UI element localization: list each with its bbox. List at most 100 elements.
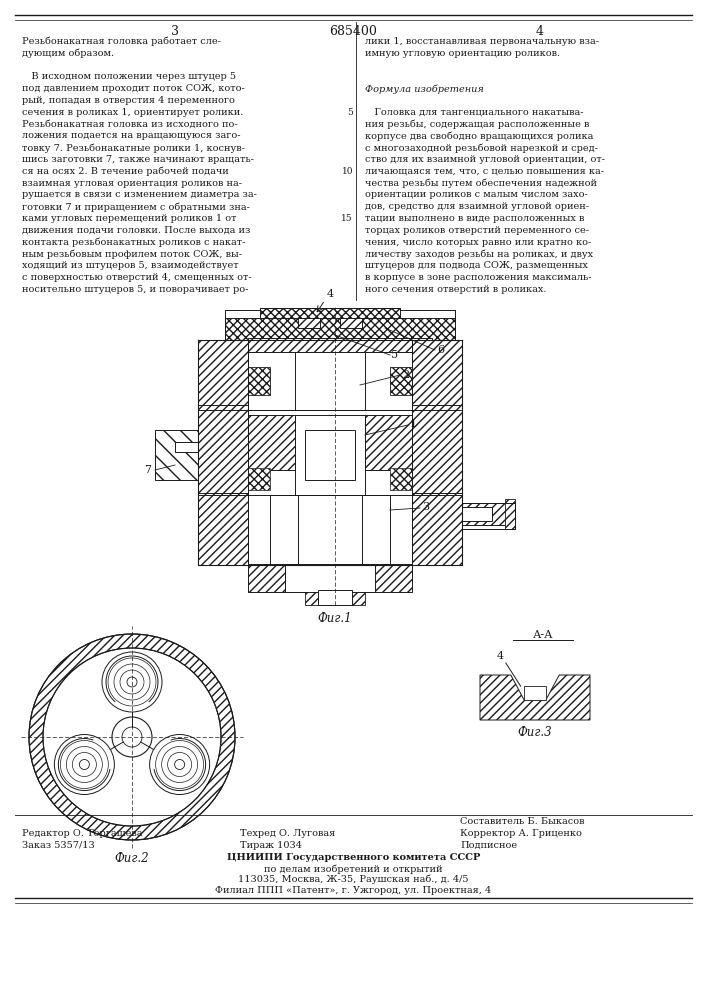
- Text: В исходном положении через штуцер 5: В исходном положении через штуцер 5: [22, 72, 236, 81]
- Text: в корпусе в зоне расположения максималь-: в корпусе в зоне расположения максималь-: [365, 273, 592, 282]
- Bar: [305, 430, 355, 480]
- Circle shape: [150, 734, 210, 794]
- Bar: [248, 564, 412, 592]
- Text: 113035, Москва, Ж-35, Раушская наб., д. 4/5: 113035, Москва, Ж-35, Раушская наб., д. …: [238, 875, 469, 884]
- Bar: [248, 415, 295, 470]
- Text: дующим образом.: дующим образом.: [22, 49, 114, 58]
- Text: Фиг.1: Фиг.1: [317, 612, 352, 625]
- Text: имную угловую ориентацию роликов.: имную угловую ориентацию роликов.: [365, 49, 560, 58]
- Text: корпусе два свободно вращающихся ролика: корпусе два свободно вращающихся ролика: [365, 131, 593, 141]
- Text: Фиг.2: Фиг.2: [115, 852, 149, 865]
- Text: Тираж 1034: Тираж 1034: [240, 841, 302, 850]
- Bar: [524, 686, 546, 700]
- Bar: [305, 590, 365, 605]
- Text: Заказ 5357/13: Заказ 5357/13: [22, 841, 95, 850]
- Text: 4: 4: [327, 289, 334, 299]
- Text: торцах роликов отверстий переменного се-: торцах роликов отверстий переменного се-: [365, 226, 589, 235]
- Text: Фиг.3: Фиг.3: [518, 726, 552, 739]
- Text: по делам изобретений и открытий: по делам изобретений и открытий: [264, 864, 443, 874]
- Bar: [298, 310, 320, 328]
- Text: шись заготовки 7, также начинают вращать-: шись заготовки 7, также начинают вращать…: [22, 155, 254, 164]
- Bar: [340, 310, 362, 328]
- Text: движения подачи головки. После выхода из: движения подачи головки. После выхода из: [22, 226, 250, 235]
- Text: личеству заходов резьбы на роликах, и двух: личеству заходов резьбы на роликах, и дв…: [365, 249, 593, 259]
- Text: Техред О. Луговая: Техред О. Луговая: [240, 829, 335, 838]
- Text: Резьбонакатная головка работает сле-: Резьбонакатная головка работает сле-: [22, 37, 221, 46]
- Bar: [198, 340, 248, 410]
- Bar: [462, 503, 510, 525]
- Text: Формула изобретения: Формула изобретения: [365, 84, 484, 94]
- Bar: [198, 405, 248, 495]
- Circle shape: [127, 677, 137, 687]
- Text: Резьбонакатная головка из исходного по-: Резьбонакатная головка из исходного по-: [22, 120, 238, 129]
- Bar: [285, 564, 375, 592]
- Text: ками угловых перемещений роликов 1 от: ками угловых перемещений роликов 1 от: [22, 214, 237, 223]
- Text: под давлением проходит поток СОЖ, кото-: под давлением проходит поток СОЖ, кото-: [22, 84, 245, 93]
- Text: ориентации роликов с малым числом захо-: ориентации роликов с малым числом захо-: [365, 190, 588, 199]
- Text: 3: 3: [422, 502, 429, 512]
- Text: 7: 7: [144, 465, 151, 475]
- Text: Головка для тангенциального накатыва-: Головка для тангенциального накатыва-: [365, 108, 583, 117]
- Bar: [248, 352, 412, 410]
- Text: 10: 10: [341, 167, 353, 176]
- Text: контакта резьбонакатных роликов с накат-: контакта резьбонакатных роликов с накат-: [22, 238, 245, 247]
- Text: штуцеров для подвода СОЖ, размещенных: штуцеров для подвода СОЖ, размещенных: [365, 261, 588, 270]
- Circle shape: [112, 717, 152, 757]
- Bar: [412, 340, 462, 410]
- Bar: [198, 493, 248, 565]
- Text: с многозаходной резьбовой нарезкой и сред-: с многозаходной резьбовой нарезкой и сре…: [365, 143, 598, 153]
- Text: 3: 3: [171, 25, 179, 38]
- Text: Филиал ППП «Патент», г. Ужгород, ул. Проектная, 4: Филиал ППП «Патент», г. Ужгород, ул. Про…: [216, 886, 491, 895]
- Text: чения, число которых равно или кратно ко-: чения, число которых равно или кратно ко…: [365, 238, 591, 247]
- Text: Редактор О. Торгашева: Редактор О. Торгашева: [22, 829, 143, 838]
- Polygon shape: [155, 430, 198, 480]
- Text: 1: 1: [410, 419, 417, 429]
- Text: ходящий из штуцеров 5, взаимодействует: ходящий из штуцеров 5, взаимодействует: [22, 261, 239, 270]
- Text: Корректор А. Гриценко: Корректор А. Гриценко: [460, 829, 582, 838]
- Bar: [318, 590, 352, 605]
- Circle shape: [102, 652, 162, 712]
- Circle shape: [175, 760, 185, 770]
- Bar: [295, 352, 365, 410]
- Bar: [365, 415, 412, 470]
- Bar: [462, 507, 492, 521]
- Text: ся на осях 2. В течение рабочей подачи: ся на осях 2. В течение рабочей подачи: [22, 167, 229, 176]
- Polygon shape: [480, 675, 590, 720]
- Circle shape: [122, 727, 142, 747]
- Text: 685400: 685400: [329, 25, 378, 38]
- Text: чества резьбы путем обеспечения надежной: чества резьбы путем обеспечения надежной: [365, 179, 597, 188]
- Bar: [390, 468, 412, 490]
- Text: 5: 5: [347, 108, 353, 117]
- Text: 5: 5: [391, 350, 398, 360]
- Text: с поверхностью отверстий 4, смещенных от-: с поверхностью отверстий 4, смещенных от…: [22, 273, 252, 282]
- Text: лики 1, восстанавливая первоначальную вза-: лики 1, восстанавливая первоначальную вз…: [365, 37, 599, 46]
- Text: взаимная угловая ориентация роликов на-: взаимная угловая ориентация роликов на-: [22, 179, 242, 188]
- Text: 15: 15: [341, 214, 353, 223]
- Circle shape: [54, 734, 115, 794]
- Text: товку 7. Резьбонакатные ролики 1, коснув-: товку 7. Резьбонакатные ролики 1, коснув…: [22, 143, 245, 153]
- Text: личающаяся тем, что, с целью повышения ка-: личающаяся тем, что, с целью повышения к…: [365, 167, 604, 176]
- Bar: [390, 367, 412, 395]
- Text: ным резьбовым профилем поток СОЖ, вы-: ным резьбовым профилем поток СОЖ, вы-: [22, 249, 242, 259]
- Bar: [248, 468, 270, 490]
- Text: А-А: А-А: [533, 630, 554, 640]
- Text: ложения подается на вращающуюся заго-: ложения подается на вращающуюся заго-: [22, 131, 240, 140]
- Bar: [225, 318, 455, 340]
- Bar: [270, 495, 390, 565]
- Circle shape: [79, 760, 89, 770]
- Text: Составитель Б. Быкасов: Составитель Б. Быкасов: [460, 817, 585, 826]
- Text: рушается в связи с изменением диаметра за-: рушается в связи с изменением диаметра з…: [22, 190, 257, 199]
- Text: рый, попадая в отверстия 4 переменного: рый, попадая в отверстия 4 переменного: [22, 96, 235, 105]
- Bar: [248, 367, 270, 395]
- Text: ство для их взаимной угловой ориентации, от-: ство для их взаимной угловой ориентации,…: [365, 155, 605, 164]
- Text: 2: 2: [402, 370, 409, 380]
- Text: Подписное: Подписное: [460, 841, 517, 850]
- Bar: [505, 499, 515, 529]
- Text: сечения в роликах 1, ориентирует ролики.: сечения в роликах 1, ориентирует ролики.: [22, 108, 243, 117]
- Text: дов, средство для взаимной угловой ориен-: дов, средство для взаимной угловой ориен…: [365, 202, 589, 211]
- Text: тации выполнено в виде расположенных в: тации выполнено в виде расположенных в: [365, 214, 585, 223]
- Text: носительно штуцеров 5, и поворачивает ро-: носительно штуцеров 5, и поворачивает ро…: [22, 285, 248, 294]
- Text: ЦНИИПИ Государственного комитета СССР: ЦНИИПИ Государственного комитета СССР: [227, 853, 480, 862]
- Bar: [412, 405, 462, 495]
- Bar: [295, 415, 365, 495]
